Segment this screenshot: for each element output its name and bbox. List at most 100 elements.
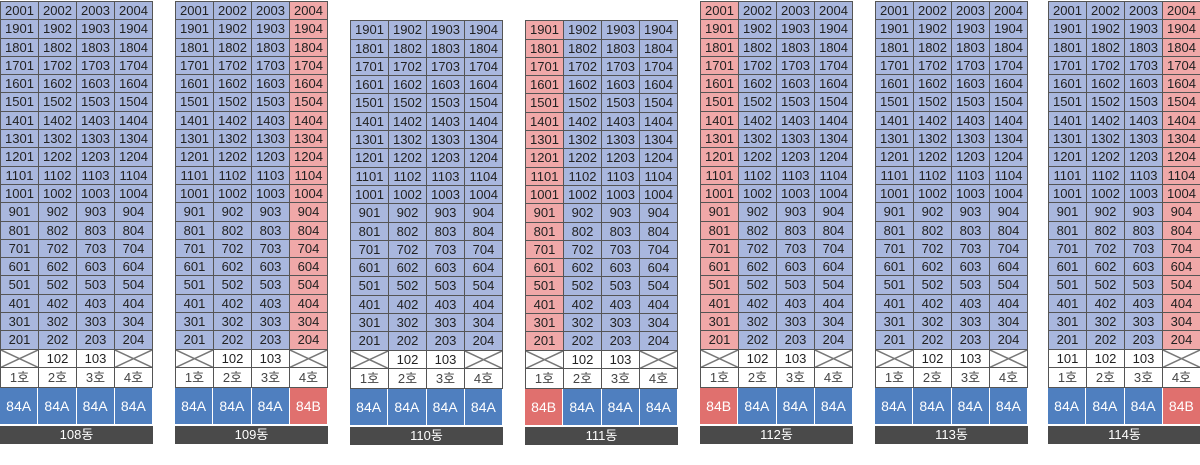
unit-cell[interactable]: 1504	[290, 93, 328, 112]
unit-cell[interactable]: 1702	[389, 57, 427, 77]
unit-cell[interactable]: 601	[526, 259, 564, 278]
unit-cell[interactable]: 701	[1049, 239, 1087, 259]
unit-cell[interactable]: 303	[777, 313, 815, 332]
unit-cell[interactable]: 301	[876, 313, 914, 332]
unit-cell[interactable]: 1101	[351, 167, 389, 186]
unit-cell[interactable]: 1404	[465, 112, 503, 132]
unit-cell[interactable]: 503	[602, 277, 640, 296]
unit-cell[interactable]: 701	[351, 240, 389, 260]
unit-cell[interactable]: 1601	[701, 75, 739, 94]
unit-cell[interactable]: 1001	[176, 184, 214, 204]
unit-cell[interactable]: 1003	[952, 184, 990, 204]
unit-cell[interactable]: 1604	[1163, 75, 1200, 94]
unit-cell[interactable]: 403	[77, 294, 115, 314]
unit-cell[interactable]: 1602	[214, 75, 252, 94]
unit-cell[interactable]: 303	[427, 314, 465, 333]
unit-cell[interactable]: 404	[115, 294, 153, 314]
unit-type-badge[interactable]: 84A	[175, 387, 214, 424]
unit-cell[interactable]: 1603	[952, 75, 990, 94]
unit-cell[interactable]: 102	[564, 350, 602, 369]
unit-cell[interactable]: 204	[990, 331, 1028, 350]
unit-type-badge[interactable]: 84B	[525, 388, 564, 425]
unit-cell[interactable]: 602	[739, 258, 777, 277]
unit-cell[interactable]: 302	[1087, 313, 1125, 332]
unit-cell[interactable]: 903	[77, 203, 115, 222]
unit-cell[interactable]: 1402	[39, 111, 77, 131]
unit-cell[interactable]: 402	[739, 294, 777, 314]
unit-cell[interactable]: 1101	[526, 167, 564, 186]
unit-cell[interactable]: 1101	[701, 166, 739, 185]
unit-cell[interactable]: 701	[701, 239, 739, 259]
unit-cell[interactable]: 803	[602, 222, 640, 241]
unit-cell[interactable]: 602	[1087, 258, 1125, 277]
unit-cell[interactable]: 1502	[564, 94, 602, 113]
unit-cell[interactable]: 403	[952, 294, 990, 314]
unit-cell[interactable]: 1802	[564, 39, 602, 58]
unit-cell[interactable]: 1804	[465, 39, 503, 58]
unit-cell[interactable]: 303	[952, 313, 990, 332]
unit-cell[interactable]: 802	[914, 221, 952, 240]
unit-cell[interactable]: 204	[1163, 331, 1200, 350]
unit-cell[interactable]: 2003	[77, 2, 115, 21]
unit-cell[interactable]: 1802	[914, 38, 952, 57]
unit-cell[interactable]: 603	[252, 258, 290, 277]
unit-cell[interactable]: 1501	[351, 94, 389, 113]
unit-cell[interactable]: 1902	[564, 21, 602, 40]
unit-cell[interactable]: 1102	[1087, 166, 1125, 185]
unit-type-badge[interactable]: 84A	[350, 388, 389, 425]
unit-cell[interactable]: 2004	[115, 2, 153, 21]
unit-cell[interactable]: 1604	[115, 75, 153, 94]
unit-cell[interactable]: 1802	[39, 38, 77, 57]
unit-cell[interactable]: 1002	[914, 184, 952, 204]
unit-cell[interactable]: 604	[815, 258, 853, 277]
unit-cell[interactable]: 2003	[1125, 2, 1163, 21]
unit-cell[interactable]: 903	[252, 203, 290, 222]
unit-cell[interactable]: 403	[1125, 294, 1163, 314]
unit-cell[interactable]: 2002	[739, 2, 777, 21]
unit-type-badge[interactable]: 84A	[776, 387, 815, 424]
unit-cell[interactable]: 1102	[914, 166, 952, 185]
unit-cell[interactable]: 1303	[427, 131, 465, 150]
unit-cell[interactable]: 1701	[876, 56, 914, 76]
unit-cell[interactable]: 1701	[1, 56, 39, 76]
unit-cell[interactable]: 1203	[777, 148, 815, 167]
unit-cell[interactable]: 1904	[990, 20, 1028, 39]
unit-cell[interactable]: 1901	[176, 20, 214, 39]
unit-cell[interactable]: 1903	[952, 20, 990, 39]
unit-cell[interactable]: 201	[1049, 331, 1087, 350]
unit-cell[interactable]: 203	[252, 331, 290, 350]
unit-cell[interactable]: 603	[777, 258, 815, 277]
unit-cell[interactable]: 1804	[115, 38, 153, 57]
unit-cell[interactable]: 402	[214, 294, 252, 314]
unit-cell[interactable]: 1504	[115, 93, 153, 112]
unit-cell[interactable]: 1204	[640, 149, 678, 168]
unit-cell[interactable]: 904	[290, 203, 328, 222]
unit-cell[interactable]: 2001	[1049, 2, 1087, 21]
unit-cell[interactable]: 1603	[777, 75, 815, 94]
unit-cell[interactable]: 404	[290, 294, 328, 314]
unit-cell[interactable]: 1001	[526, 185, 564, 205]
unit-cell[interactable]: 703	[252, 239, 290, 259]
unit-cell[interactable]: 1001	[351, 185, 389, 205]
unit-cell[interactable]: 1004	[1163, 184, 1200, 204]
unit-cell[interactable]: 1103	[952, 166, 990, 185]
unit-cell[interactable]: 301	[176, 313, 214, 332]
unit-cell[interactable]: 1701	[1049, 56, 1087, 76]
unit-cell[interactable]: 501	[876, 276, 914, 295]
unit-cell[interactable]: 1902	[39, 20, 77, 39]
unit-cell[interactable]: 1704	[1163, 56, 1200, 76]
unit-cell[interactable]: 1603	[427, 76, 465, 95]
unit-type-badge[interactable]: 84B	[289, 387, 328, 424]
unit-cell[interactable]: 1504	[815, 93, 853, 112]
unit-cell[interactable]: 703	[602, 240, 640, 260]
unit-cell[interactable]: 1402	[564, 112, 602, 132]
unit-cell[interactable]: 1002	[739, 184, 777, 204]
unit-cell[interactable]: 1603	[77, 75, 115, 94]
unit-cell[interactable]: 1201	[176, 148, 214, 167]
unit-cell[interactable]: 702	[564, 240, 602, 260]
unit-cell[interactable]: 1604	[290, 75, 328, 94]
unit-cell[interactable]: 1302	[214, 130, 252, 149]
unit-cell[interactable]: 1304	[815, 130, 853, 149]
unit-cell[interactable]: 1901	[1, 20, 39, 39]
unit-cell[interactable]: 901	[1, 203, 39, 222]
